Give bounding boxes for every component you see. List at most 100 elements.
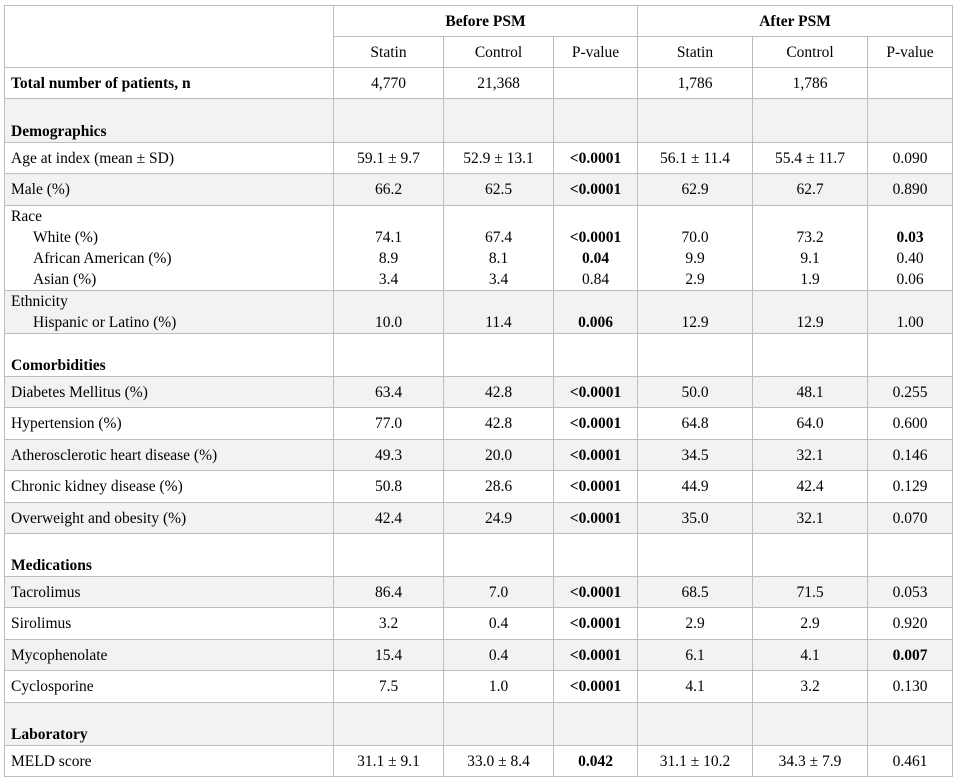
cell: 1,786 — [752, 67, 869, 99]
cell: 9.1 — [800, 250, 820, 267]
cell: 42.8 — [443, 407, 554, 440]
section-title: Medications — [4, 533, 334, 577]
table-row-obesity: Overweight and obesity (%) 42.4 24.9 <0.… — [4, 502, 954, 534]
row-label: Hypertension (%) — [4, 407, 334, 440]
cell: 11.4 — [443, 290, 554, 334]
row-label: Sirolimus — [4, 607, 334, 640]
cell: 52.9 ± 13.1 — [443, 142, 554, 174]
col-header-pvalue-after: P-value — [867, 36, 954, 68]
cell: 15.4 — [333, 639, 444, 671]
cell: 0.4 — [443, 639, 554, 671]
row-sublabel: African American (%) — [33, 250, 172, 267]
cell: 67.4 — [484, 229, 513, 246]
cell: 68.5 — [637, 576, 754, 608]
cell: 32.1 — [752, 502, 869, 534]
cell-stack: 70.0 9.9 2.9 — [637, 205, 754, 291]
cell: 63.4 — [333, 376, 444, 408]
cell: 2.9 — [752, 607, 869, 640]
cell: <0.0001 — [552, 407, 639, 440]
cell: <0.0001 — [569, 229, 622, 246]
table-row-race: Race White (%) African American (%) Asia… — [4, 205, 954, 291]
cell: <0.0001 — [552, 173, 639, 206]
column-header-row: Statin Control P-value Statin Control P-… — [5, 36, 954, 68]
cell: 0.042 — [552, 745, 639, 777]
cell: 55.4 ± 11.7 — [752, 142, 869, 174]
section-row-laboratory: Laboratory — [4, 702, 954, 746]
cell: 0.890 — [867, 173, 954, 206]
cell: 42.8 — [443, 376, 554, 408]
cell: 28.6 — [443, 470, 554, 503]
cell: 3.2 — [752, 670, 869, 703]
row-label: Tacrolimus — [4, 576, 334, 608]
group-header-row: Before PSM After PSM — [4, 5, 954, 68]
col-header-control-before: Control — [443, 36, 554, 68]
col-header-control-after: Control — [752, 36, 869, 68]
cell: 77.0 — [333, 407, 444, 440]
cell: 73.2 — [796, 229, 824, 246]
cell: 66.2 — [333, 173, 444, 206]
cell: 31.1 ± 10.2 — [637, 745, 754, 777]
cell: 42.4 — [752, 470, 869, 503]
cell: 8.9 — [378, 250, 399, 267]
table-row-ethnicity: Ethnicity Hispanic or Latino (%) 10.0 11… — [4, 290, 954, 334]
cell: 49.3 — [333, 439, 444, 471]
cell: 34.5 — [637, 439, 754, 471]
table-row-hypertension: Hypertension (%) 77.0 42.8 <0.0001 64.8 … — [4, 407, 954, 440]
cell: 74.1 — [374, 229, 403, 246]
cell — [867, 67, 954, 99]
cell: 0.146 — [867, 439, 954, 471]
cell: 35.0 — [637, 502, 754, 534]
cell: 0.4 — [443, 607, 554, 640]
cell: 0.007 — [867, 639, 954, 671]
row-label: Age at index (mean ± SD) — [4, 142, 334, 174]
cell: 31.1 ± 9.1 — [333, 745, 444, 777]
cell — [552, 67, 639, 99]
cell: 0.03 — [896, 229, 924, 246]
col-header-statin-after: Statin — [637, 36, 754, 68]
cell: 44.9 — [637, 470, 754, 503]
corner-cell — [4, 5, 334, 68]
section-row-comorbidities: Comorbidities — [4, 333, 954, 377]
cell: 34.3 ± 7.9 — [752, 745, 869, 777]
cell: 71.5 — [752, 576, 869, 608]
cell: 1.00 — [867, 290, 954, 334]
cell: 21,368 — [443, 67, 554, 99]
cell: 0.129 — [867, 470, 954, 503]
row-sublabel: White (%) — [33, 229, 98, 246]
table-row-atherosclerotic: Atherosclerotic heart disease (%) 49.3 2… — [4, 439, 954, 471]
table-row-male: Male (%) 66.2 62.5 <0.0001 62.9 62.7 0.8… — [4, 173, 954, 206]
cell: 0.090 — [867, 142, 954, 174]
cell: 0.920 — [867, 607, 954, 640]
cell: 0.40 — [896, 250, 924, 267]
section-row-demographics: Demographics — [4, 98, 954, 143]
cell: 0.06 — [896, 271, 924, 288]
row-sublabel: Asian (%) — [33, 271, 97, 288]
cell: 62.5 — [443, 173, 554, 206]
cell: 4,770 — [333, 67, 444, 99]
cell: 10.0 — [333, 290, 444, 334]
cell: 1.9 — [800, 271, 820, 288]
row-label: Overweight and obesity (%) — [4, 502, 334, 534]
table-row-tacrolimus: Tacrolimus 86.4 7.0 <0.0001 68.5 71.5 0.… — [4, 576, 954, 608]
row-label: Race — [11, 208, 42, 225]
row-label: Atherosclerotic heart disease (%) — [4, 439, 334, 471]
before-psm-header: Before PSM — [332, 5, 639, 37]
cell: 0.255 — [867, 376, 954, 408]
cell: 3.4 — [488, 271, 509, 288]
cell: <0.0001 — [552, 470, 639, 503]
section-row-medications: Medications — [4, 533, 954, 577]
cell: 6.1 — [637, 639, 754, 671]
cell: <0.0001 — [552, 502, 639, 534]
after-psm-header: After PSM — [637, 5, 954, 37]
cell: <0.0001 — [552, 670, 639, 703]
row-label: Chronic kidney disease (%) — [4, 470, 334, 503]
cell: 20.0 — [443, 439, 554, 471]
cell: 62.9 — [637, 173, 754, 206]
row-label: Cyclosporine — [4, 670, 334, 703]
table-row-sirolimus: Sirolimus 3.2 0.4 <0.0001 2.9 2.9 0.920 — [4, 607, 954, 640]
cell: 8.1 — [488, 250, 509, 267]
cell: <0.0001 — [552, 607, 639, 640]
cell: 33.0 ± 8.4 — [443, 745, 554, 777]
cell: 64.8 — [637, 407, 754, 440]
cell: 86.4 — [333, 576, 444, 608]
